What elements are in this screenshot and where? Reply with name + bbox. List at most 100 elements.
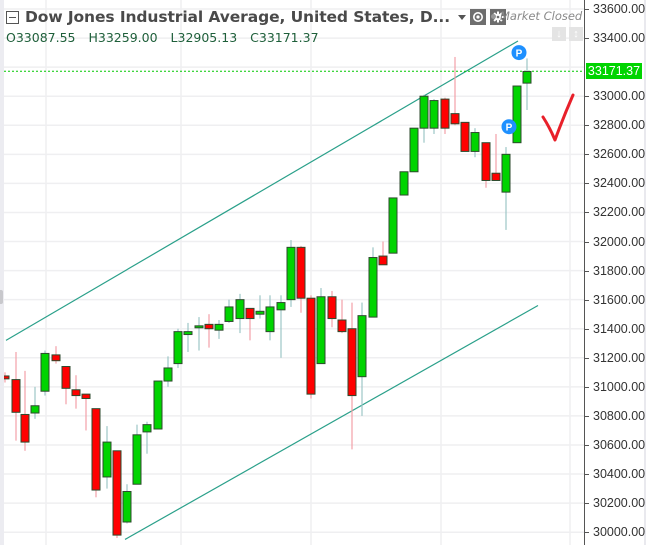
candle-body — [419, 95, 429, 129]
candle-body — [316, 296, 326, 365]
axis-tick — [585, 328, 589, 330]
eye-icon[interactable] — [470, 9, 487, 25]
candle-up — [512, 85, 522, 144]
candle-up — [40, 350, 50, 396]
candle-body — [40, 352, 50, 392]
axis-tick — [585, 299, 589, 301]
candle-body — [163, 367, 173, 382]
candle-body — [409, 127, 419, 173]
legend: Dow Jones Industrial Average, United Sta… — [6, 6, 507, 45]
open-value: O33087.55 — [6, 30, 76, 45]
candle-down — [440, 97, 450, 134]
axis-label: 33400.00 — [593, 31, 646, 46]
axis-tick — [585, 386, 589, 388]
candle-body — [153, 380, 163, 430]
candle-up — [286, 240, 296, 307]
candles — [0, 56, 532, 539]
candle-up — [357, 302, 367, 416]
channel-trendlines[interactable] — [5, 40, 539, 540]
status-dot-icon — [491, 13, 496, 19]
price-axis[interactable]: 33600.00 33400.00 33000.00 32800.00 32600.00… — [584, 0, 646, 545]
pivot-marker-label: P — [506, 123, 513, 134]
candle-down — [204, 314, 214, 348]
candle-up — [30, 386, 40, 419]
candle-up — [388, 197, 398, 254]
candle-up — [194, 317, 204, 351]
candle-up — [501, 147, 511, 230]
candle-body — [245, 307, 255, 320]
axis-tick — [585, 154, 589, 156]
candle-body — [183, 331, 193, 336]
candle-body — [388, 197, 398, 254]
candle-down — [81, 393, 91, 431]
candle-up — [214, 320, 224, 339]
candle-up — [163, 356, 173, 387]
axis-label: 32000.00 — [593, 234, 646, 249]
scale-buttons: ↓ ↕ — [549, 27, 583, 41]
candle-body — [102, 441, 112, 478]
left-panel-handle[interactable] — [0, 290, 3, 304]
axis-tick — [585, 183, 589, 185]
axis-label: 33000.00 — [593, 89, 646, 104]
axis-tick — [585, 212, 589, 214]
axis-label: 30200.00 — [593, 496, 646, 511]
candle-up — [102, 426, 112, 489]
candle-body — [399, 171, 409, 196]
pivot-marker[interactable]: P — [511, 45, 527, 61]
scale-down-button[interactable]: ↓ — [552, 27, 566, 41]
candle-body — [327, 296, 337, 320]
pivot-marker[interactable]: P — [501, 119, 517, 135]
candle-body — [450, 113, 460, 125]
candle-down — [61, 366, 71, 405]
axis-tick — [585, 357, 589, 359]
candle-body — [20, 413, 30, 443]
candle-up — [265, 295, 275, 341]
dropdown-caret-icon[interactable] — [458, 14, 467, 20]
candle-down — [112, 450, 122, 539]
candle-body — [440, 98, 450, 129]
axis-tick — [585, 415, 589, 417]
axis-label: 30400.00 — [593, 467, 646, 482]
close-value: C33171.37 — [250, 30, 319, 45]
candle-body — [173, 331, 183, 365]
candle-body — [522, 70, 532, 84]
axis-label: 32400.00 — [593, 176, 646, 191]
candle-body — [512, 85, 522, 144]
candle-up — [122, 484, 132, 524]
candle-down — [337, 299, 347, 334]
ohlc-values: O33087.55 H33259.00 L32905.13 C33171.37 — [6, 30, 506, 45]
candle-body — [501, 153, 511, 193]
axis-tick — [585, 125, 589, 127]
candle-body — [61, 366, 71, 389]
symbol-title[interactable]: Dow Jones Industrial Average, United Sta… — [25, 8, 451, 26]
candle-body — [265, 306, 275, 333]
axis-tick — [585, 241, 589, 243]
lower-channel-line[interactable] — [124, 304, 539, 540]
candle-up — [235, 293, 245, 334]
axis-label: 30800.00 — [593, 408, 646, 423]
collapse-icon[interactable] — [6, 10, 19, 24]
candle-up — [224, 299, 234, 323]
checkmark-annotation[interactable] — [541, 93, 575, 142]
candle-body — [81, 393, 91, 399]
axis-label: 30600.00 — [593, 437, 646, 452]
candle-body — [142, 424, 152, 433]
axis-tick — [585, 503, 589, 505]
candle-up — [409, 127, 419, 173]
candle-down — [327, 290, 337, 328]
candle-body — [491, 172, 501, 181]
pivot-markers[interactable]: PP — [501, 45, 527, 135]
pivot-marker-label: P — [516, 49, 523, 60]
axis-label: 31200.00 — [593, 350, 646, 365]
scale-fit-button[interactable]: ↕ — [569, 27, 583, 41]
axis-label: 30000.00 — [593, 525, 646, 540]
axis-label: 32600.00 — [593, 147, 646, 162]
upper-channel-line[interactable] — [5, 40, 519, 341]
candle-down — [11, 351, 21, 441]
axis-tick — [585, 270, 589, 272]
candle-body — [30, 405, 40, 414]
axis-label: 33600.00 — [593, 2, 646, 16]
market-status-label: Market Closed — [500, 9, 583, 23]
pivot-marker-circle — [511, 45, 527, 61]
